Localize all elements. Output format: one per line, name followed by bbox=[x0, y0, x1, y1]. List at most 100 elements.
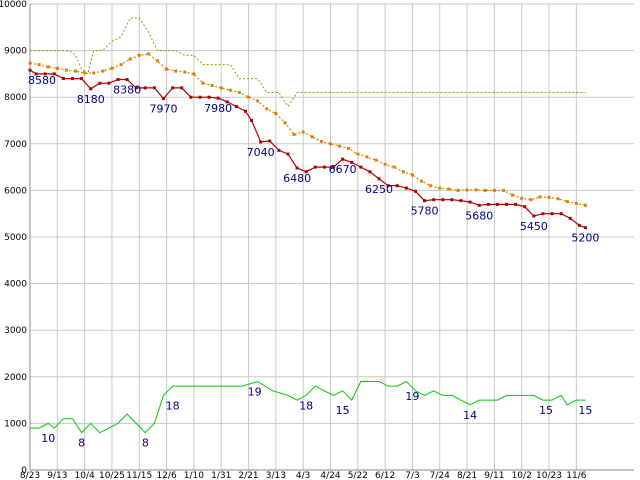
price-point bbox=[286, 152, 290, 156]
data-label: 18 bbox=[299, 399, 313, 412]
price-point bbox=[189, 95, 193, 99]
price-point bbox=[234, 105, 238, 109]
moving-average-point bbox=[501, 188, 505, 192]
moving-average-series bbox=[28, 52, 587, 207]
moving-average-point bbox=[28, 61, 32, 65]
price-point bbox=[134, 86, 138, 90]
moving-average-point bbox=[101, 69, 105, 73]
x-tick-label: 1/31 bbox=[211, 471, 231, 480]
price-point bbox=[125, 77, 129, 81]
y-tick-label: 8000 bbox=[4, 93, 27, 103]
moving-average-point bbox=[474, 188, 478, 192]
data-label: 8180 bbox=[77, 93, 105, 106]
data-label: 6670 bbox=[329, 163, 357, 176]
price-point bbox=[52, 72, 56, 76]
price-point bbox=[61, 77, 65, 81]
moving-average-point bbox=[46, 65, 50, 69]
moving-average-point bbox=[383, 162, 387, 166]
moving-average-point bbox=[55, 66, 59, 70]
price-point bbox=[243, 109, 247, 113]
price-point bbox=[313, 165, 317, 169]
price-point bbox=[350, 160, 354, 164]
price-point bbox=[532, 214, 536, 218]
price-point bbox=[550, 212, 554, 216]
moving-average-point bbox=[401, 170, 405, 174]
moving-average-point bbox=[256, 99, 260, 103]
moving-average-point bbox=[265, 107, 269, 111]
moving-average-point bbox=[328, 142, 332, 146]
price-point bbox=[377, 177, 381, 181]
price-point bbox=[514, 202, 518, 206]
moving-average-point bbox=[338, 144, 342, 148]
moving-average-point bbox=[219, 86, 223, 90]
price-point bbox=[505, 202, 509, 206]
moving-average-point bbox=[155, 59, 159, 63]
gridlines bbox=[29, 3, 634, 471]
price-point bbox=[359, 165, 363, 169]
price-point bbox=[495, 202, 499, 206]
moving-average-point bbox=[374, 158, 378, 162]
moving-average-point bbox=[410, 173, 414, 177]
moving-average-point bbox=[83, 71, 87, 75]
price-series bbox=[28, 68, 587, 230]
y-tick-label: 4000 bbox=[4, 280, 27, 290]
x-tick-label: 4/24 bbox=[320, 471, 340, 480]
price-point bbox=[225, 100, 229, 104]
data-label: 19 bbox=[248, 385, 262, 398]
moving-average-point bbox=[64, 68, 68, 72]
x-tick-label: 6/12 bbox=[375, 471, 395, 480]
y-tick-label: 7000 bbox=[4, 140, 27, 150]
data-label: 10 bbox=[41, 432, 55, 445]
moving-average-point bbox=[347, 146, 351, 150]
data-label: 18 bbox=[166, 399, 180, 412]
price-point bbox=[28, 68, 32, 72]
x-tick-label: 3/13 bbox=[266, 471, 286, 480]
price-point bbox=[477, 203, 481, 207]
y-tick-label: 9000 bbox=[4, 47, 27, 57]
price-point bbox=[107, 81, 111, 85]
x-tick-label: 8/21 bbox=[457, 471, 477, 480]
x-tick-label: 12/6 bbox=[156, 471, 176, 480]
price-point bbox=[559, 212, 563, 216]
data-label: 8 bbox=[78, 437, 85, 450]
y-tick-label: 1000 bbox=[4, 419, 27, 429]
price-point bbox=[250, 119, 254, 122]
data-label: 15 bbox=[336, 404, 350, 417]
moving-average-point bbox=[556, 197, 560, 201]
moving-average-point bbox=[210, 84, 214, 88]
price-point bbox=[568, 216, 572, 220]
moving-average-point bbox=[274, 112, 278, 116]
moving-average-point bbox=[74, 69, 78, 73]
price-point bbox=[450, 198, 454, 202]
price-point bbox=[171, 86, 175, 90]
volume-line bbox=[30, 380, 586, 434]
y-tick-label: 3000 bbox=[4, 326, 27, 336]
series-layer bbox=[28, 17, 587, 434]
price-point bbox=[207, 95, 211, 99]
moving-average-point bbox=[192, 72, 196, 76]
axes bbox=[29, 4, 634, 471]
price-point bbox=[162, 97, 166, 101]
price-point bbox=[523, 205, 527, 209]
x-tick-label: 1/10 bbox=[184, 471, 204, 480]
moving-average-point bbox=[137, 53, 141, 57]
moving-average-point bbox=[228, 88, 232, 92]
data-label: 8580 bbox=[28, 74, 56, 87]
moving-average-point bbox=[483, 188, 487, 192]
y-tick-label: 0 bbox=[21, 466, 27, 476]
x-tick-label: 10/23 bbox=[536, 471, 562, 480]
x-tick-label: 10/25 bbox=[99, 471, 125, 480]
x-tick-label: 7/3 bbox=[405, 471, 419, 480]
moving-average-point bbox=[283, 121, 287, 125]
data-label: 7040 bbox=[247, 146, 275, 159]
moving-average-point bbox=[92, 71, 96, 75]
data-label: 19 bbox=[405, 390, 419, 403]
moving-average-point bbox=[583, 203, 587, 207]
data-label: 8 bbox=[142, 437, 149, 450]
y-tick-label: 2000 bbox=[4, 373, 27, 383]
price-point bbox=[116, 77, 120, 81]
moving-average-point bbox=[319, 139, 323, 143]
moving-average-point bbox=[165, 67, 169, 71]
price-point bbox=[404, 186, 408, 190]
